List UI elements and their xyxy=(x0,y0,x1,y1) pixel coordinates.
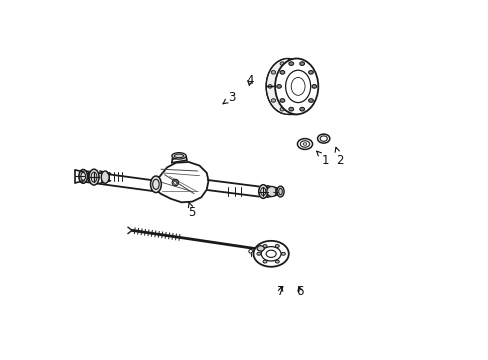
Ellipse shape xyxy=(256,252,260,255)
Ellipse shape xyxy=(290,107,295,111)
Ellipse shape xyxy=(258,185,267,198)
Ellipse shape xyxy=(275,58,318,114)
Text: 3: 3 xyxy=(223,91,235,104)
Ellipse shape xyxy=(299,107,304,111)
Ellipse shape xyxy=(288,107,293,111)
Ellipse shape xyxy=(299,99,304,102)
Ellipse shape xyxy=(275,244,279,247)
Ellipse shape xyxy=(253,241,288,267)
Ellipse shape xyxy=(276,85,281,88)
Ellipse shape xyxy=(280,99,284,102)
Ellipse shape xyxy=(275,260,279,263)
Text: 6: 6 xyxy=(296,285,304,298)
Ellipse shape xyxy=(79,170,87,183)
Ellipse shape xyxy=(290,62,295,66)
Ellipse shape xyxy=(276,186,284,197)
Ellipse shape xyxy=(303,85,307,88)
Text: 2: 2 xyxy=(334,147,343,167)
Ellipse shape xyxy=(288,62,293,66)
Ellipse shape xyxy=(89,169,99,185)
Ellipse shape xyxy=(280,107,284,111)
Ellipse shape xyxy=(257,246,264,251)
Ellipse shape xyxy=(297,139,312,149)
Ellipse shape xyxy=(263,260,266,263)
Ellipse shape xyxy=(267,85,272,88)
Ellipse shape xyxy=(317,134,329,143)
Text: 5: 5 xyxy=(188,203,196,219)
Ellipse shape xyxy=(281,252,285,255)
Ellipse shape xyxy=(271,71,275,74)
Ellipse shape xyxy=(308,71,313,74)
Ellipse shape xyxy=(308,99,313,102)
Ellipse shape xyxy=(280,62,284,66)
Ellipse shape xyxy=(271,99,275,102)
Ellipse shape xyxy=(101,171,109,183)
Polygon shape xyxy=(153,162,208,202)
Ellipse shape xyxy=(311,85,316,88)
Text: 7: 7 xyxy=(276,285,284,298)
Ellipse shape xyxy=(299,71,304,74)
Text: 1: 1 xyxy=(316,151,328,167)
Ellipse shape xyxy=(150,176,161,193)
Ellipse shape xyxy=(265,58,309,114)
Ellipse shape xyxy=(280,71,284,74)
Ellipse shape xyxy=(263,244,266,247)
Ellipse shape xyxy=(299,62,304,66)
Ellipse shape xyxy=(171,153,186,159)
Ellipse shape xyxy=(266,186,276,197)
Text: 4: 4 xyxy=(245,75,253,87)
